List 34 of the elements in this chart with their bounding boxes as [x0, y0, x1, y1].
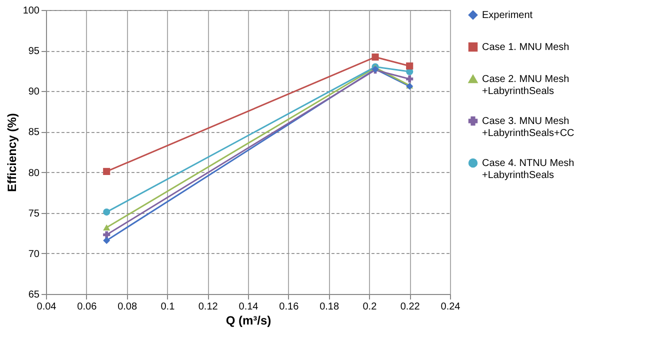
x-tick-label: 0.04: [36, 302, 57, 312]
x-tick-label: 0.16: [279, 302, 300, 312]
legend-label: Case 1. MNU Mesh: [482, 42, 570, 53]
legend-label: Experiment: [482, 10, 533, 21]
x-tick-label: 0.24: [440, 302, 461, 312]
point: [103, 168, 110, 176]
y-tick-label: 75: [28, 208, 40, 220]
y-tick-label: 85: [28, 127, 40, 138]
y-tick-label: 95: [28, 46, 40, 58]
y-tick-label: 80: [28, 168, 40, 179]
point: [406, 75, 414, 83]
point: [406, 62, 414, 70]
x-tick-label: 0.14: [238, 302, 259, 312]
point: [103, 236, 110, 244]
x-axis-title: Q (m³/s): [226, 314, 272, 328]
y-tick-label: 65: [28, 290, 40, 300]
x-tick-label: 0.1: [160, 302, 176, 312]
y-tick-label: 70: [28, 248, 40, 260]
point: [103, 231, 110, 238]
x-tick-label: 0.12: [198, 302, 218, 312]
x-tick-label: 0.2: [362, 302, 378, 312]
x-tick-label: 0.22: [400, 302, 420, 312]
x-tick-label: 0.18: [320, 302, 340, 312]
y-tick-label: 90: [28, 86, 40, 98]
point: [372, 54, 379, 61]
legend-label: Case 2. MNU Mesh +LabyrinthSeals: [482, 74, 570, 97]
x-tick-label: 0.08: [118, 302, 138, 312]
point: [103, 224, 110, 231]
legend-label: Case 3. MNU Mesh +LabyrinthSeals+CC: [482, 116, 574, 139]
legend-label: Case 4. NTNU Mesh +LabyrinthSeals: [482, 158, 574, 181]
x-tick-label: 0.06: [77, 302, 98, 312]
point: [103, 208, 110, 216]
y-tick-label: 100: [22, 6, 40, 16]
y-axis-title: Efficiency (%): [4, 113, 19, 192]
